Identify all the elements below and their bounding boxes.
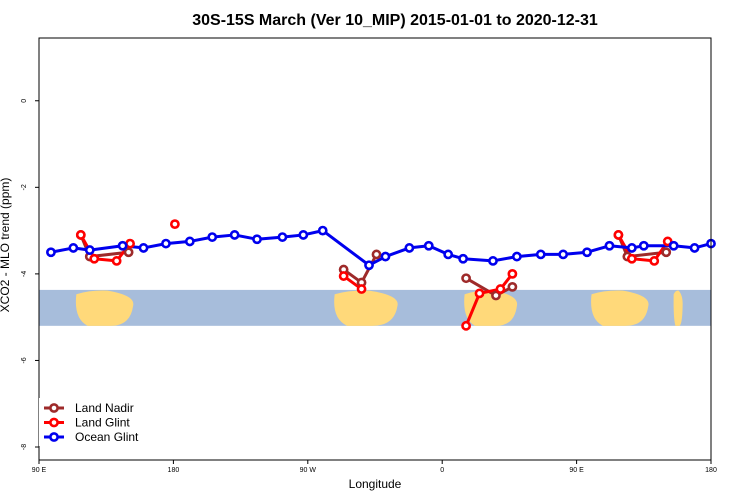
y-tick-label: -4 [21, 271, 28, 277]
chart-title: 30S-15S March (Ver 10_MIP) 2015-01-01 to… [192, 12, 598, 29]
data-point [317, 225, 328, 236]
land-shape [334, 290, 398, 326]
data-point [507, 268, 518, 279]
y-tick-label: -6 [21, 357, 28, 363]
data-point [123, 247, 134, 258]
data-point [207, 232, 218, 242]
data-point [338, 271, 349, 281]
data-point [184, 236, 195, 247]
data-point [638, 240, 649, 251]
data-point [613, 230, 624, 240]
x-tick-label: 180 [168, 467, 180, 474]
data-point [461, 320, 471, 331]
y-tick-label: 0 [21, 99, 28, 103]
data-point [84, 245, 95, 255]
x-tick-label: 90 W [300, 467, 317, 474]
data-point [356, 284, 367, 294]
data-point [111, 256, 122, 266]
data-point [458, 253, 469, 264]
plot-frame [38, 37, 712, 461]
data-point [626, 253, 637, 264]
data-point [89, 253, 100, 264]
data-point [68, 243, 79, 253]
data-point [582, 247, 592, 258]
data-point [298, 230, 309, 240]
data-point [626, 243, 637, 253]
data-point [661, 247, 672, 258]
data-point [689, 243, 700, 253]
data-point [138, 243, 149, 253]
data-point [364, 260, 374, 271]
data-point [161, 238, 171, 249]
x-tick-label: 90 E [32, 467, 47, 474]
data-point [495, 284, 506, 294]
data-point [125, 238, 135, 249]
legend-marker [49, 432, 59, 442]
data-point [649, 256, 660, 266]
x-tick-label: 0 [440, 467, 444, 474]
data-point [169, 219, 180, 230]
data-point [277, 232, 288, 242]
data-point [668, 240, 679, 251]
data-point [535, 249, 546, 260]
y-tick-label: -8 [21, 444, 28, 450]
data-point [491, 290, 501, 301]
legend-label: Ocean Glint [75, 430, 139, 444]
legend-marker [49, 403, 59, 413]
data-point [404, 243, 415, 253]
data-point [46, 247, 56, 258]
data-point [252, 234, 262, 245]
data-point [507, 281, 518, 292]
land-shape [75, 290, 134, 326]
data-point [474, 288, 485, 299]
y-axis-title: XCO2 - MLO trend (ppm) [0, 178, 12, 313]
data-point [117, 240, 128, 251]
legend-marker [49, 417, 59, 428]
x-axis-title: Longitude [349, 477, 402, 491]
y-axis: -8 -6 -4 -2 0 [21, 99, 39, 450]
series-line [464, 272, 514, 327]
data-point [371, 249, 382, 260]
data-point [511, 251, 522, 262]
data-point [75, 230, 86, 240]
data-point [461, 273, 471, 284]
land-shape [673, 290, 683, 326]
y-tick-label: -2 [21, 184, 28, 190]
data-point [488, 256, 498, 266]
x-tick-label: 90 E [569, 467, 584, 474]
legend-label: Land Nadir [75, 401, 134, 415]
x-tick-label: 180 [705, 467, 717, 474]
data-point [443, 249, 454, 260]
legend-label: Land Glint [75, 416, 130, 430]
data-point [604, 240, 615, 251]
data-point [380, 251, 391, 262]
background-map [39, 289, 711, 326]
data-point [423, 240, 434, 251]
data-point [229, 230, 240, 240]
x-axis: 90 E 180 90 W 0 90 E 180 [32, 460, 717, 474]
series-points [46, 219, 716, 331]
land-shape [591, 290, 649, 326]
data-point [558, 249, 569, 260]
